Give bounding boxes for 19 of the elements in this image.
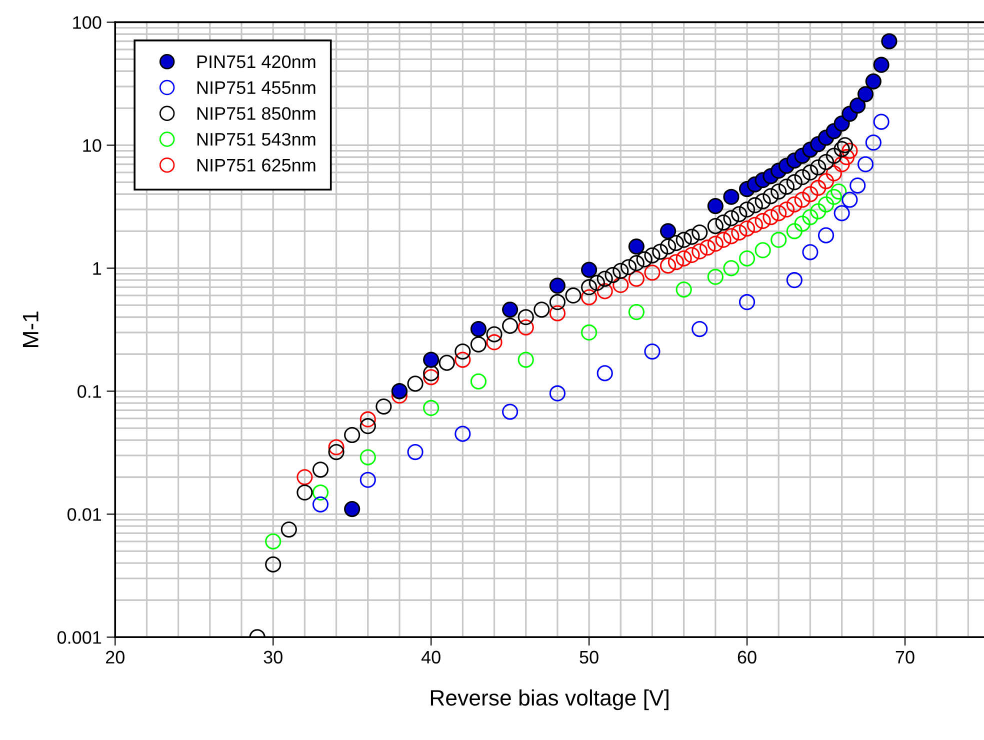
legend-label: NIP751 543nm (197, 132, 316, 146)
y-tick-label: 0.001 (57, 631, 102, 644)
legend-label: NIP751 625nm (197, 158, 316, 172)
x-tick-label: 20 (106, 650, 124, 664)
legend-label: NIP751 850nm (197, 107, 316, 120)
x-tick-label: 30 (264, 650, 282, 664)
x-tick-label: 70 (896, 650, 914, 664)
x-tick-label: 50 (580, 650, 598, 664)
y-tick-label: 10 (83, 139, 102, 152)
x-tick-label: 40 (421, 650, 440, 664)
legend-label: PIN751 420nm (197, 55, 316, 68)
y-tick-label: 1 (93, 262, 102, 275)
y-tick-label: 0.01 (68, 508, 102, 521)
x-axis-title: Reverse bias voltage [V] (430, 689, 668, 710)
x-tick-label: 60 (738, 650, 756, 664)
y-axis-title: M-1 (22, 312, 38, 347)
y-tick-label: 100 (73, 16, 102, 29)
y-tick-label: 0.1 (78, 385, 102, 398)
legend-label: NIP751 455nm (197, 81, 316, 94)
